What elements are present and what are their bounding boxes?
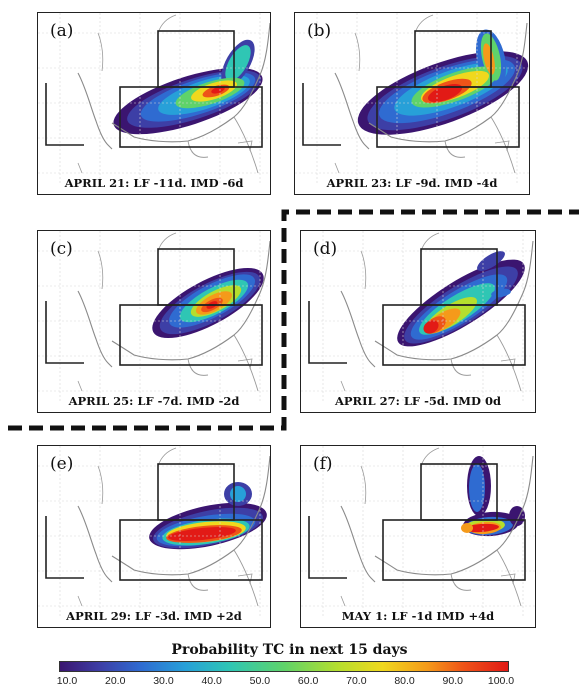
map-background — [38, 13, 270, 183]
probability-map — [38, 13, 270, 183]
panel-caption: APRIL 23: LF -9d. IMD -4d — [326, 176, 498, 190]
panel-label: (c) — [50, 239, 73, 259]
probability-map — [301, 231, 535, 401]
panel-caption: APRIL 27: LF -5d. IMD 0d — [334, 394, 502, 408]
region-box-south — [119, 519, 263, 581]
map-panel-c: (c) APRIL 25: LF -7d. IMD -2d — [37, 230, 271, 413]
colorbar-tick: 60.0 — [297, 675, 319, 687]
probability-contour — [211, 86, 225, 94]
map-background — [301, 231, 535, 401]
panel-caption: MAY 1: LF -1d IMD +4d — [341, 609, 495, 623]
map-panel-e: (e) APRIL 29: LF -3d. IMD +2d — [37, 445, 271, 628]
colorbar-tick: 10.0 — [56, 675, 78, 687]
map-panel-d: (d) APRIL 27: LF -5d. IMD 0d — [300, 230, 536, 413]
panel-caption: APRIL 21: LF -11d. IMD -6d — [64, 176, 244, 190]
probability-contour — [469, 464, 485, 512]
panel-label: (b) — [307, 21, 332, 41]
colorbar — [59, 661, 509, 672]
region-box-west — [45, 301, 84, 364]
colorbar-tick: 30.0 — [153, 675, 174, 687]
region-box-west — [45, 516, 84, 579]
region-box-south — [119, 86, 263, 148]
map-background — [295, 13, 529, 183]
panel-label: (a) — [50, 21, 74, 41]
colorbar-tick: 90.0 — [442, 675, 463, 687]
region-box-west — [45, 83, 84, 146]
probability-contour — [423, 320, 439, 334]
region-box-west — [308, 301, 347, 364]
region-box-south — [376, 86, 520, 148]
map-background — [301, 446, 535, 616]
region-box-south — [119, 304, 263, 366]
probability-shading — [461, 456, 525, 537]
probability-map — [38, 231, 270, 401]
map-background — [38, 231, 270, 401]
colorbar-tick: 100.0 — [487, 675, 515, 687]
probability-map — [295, 13, 529, 183]
colorbar-tick: 40.0 — [201, 675, 222, 687]
probability-contour — [461, 523, 473, 533]
region-box-south — [382, 519, 526, 581]
panel-caption: APRIL 25: LF -7d. IMD -2d — [68, 394, 240, 408]
probability-contour — [427, 83, 463, 103]
panel-label: (d) — [313, 239, 338, 259]
panel-label: (f) — [313, 454, 333, 474]
probability-contour — [491, 288, 511, 298]
region-box-south — [382, 304, 526, 366]
probability-contour — [477, 251, 505, 271]
probability-map — [38, 446, 270, 616]
region-box-west — [308, 516, 347, 579]
probability-contour — [225, 45, 251, 81]
probability-contour — [483, 43, 495, 75]
probability-shading — [113, 39, 263, 135]
map-panel-f: (f) MAY 1: LF -1d IMD +4d — [300, 445, 536, 628]
region-box-west — [302, 83, 341, 146]
probability-contour — [168, 527, 236, 541]
panel-label: (e) — [50, 454, 74, 474]
map-panel-a: (a) APRIL 21: LF -11d. IMD -6d — [37, 12, 271, 195]
colorbar-tick: 80.0 — [394, 675, 415, 687]
colorbar-tick: 20.0 — [105, 675, 126, 687]
probability-shading — [149, 482, 267, 550]
colorbar-tick: 50.0 — [249, 675, 271, 687]
colorbar-tick: 70.0 — [346, 675, 367, 687]
map-background — [38, 446, 270, 616]
probability-contour — [509, 506, 525, 526]
panel-caption: APRIL 29: LF -3d. IMD +2d — [66, 609, 242, 623]
colorbar-title: Probability TC in next 15 days — [171, 642, 408, 658]
probability-map — [301, 446, 535, 616]
map-panel-b: (b) APRIL 23: LF -9d. IMD -4d — [294, 12, 530, 195]
